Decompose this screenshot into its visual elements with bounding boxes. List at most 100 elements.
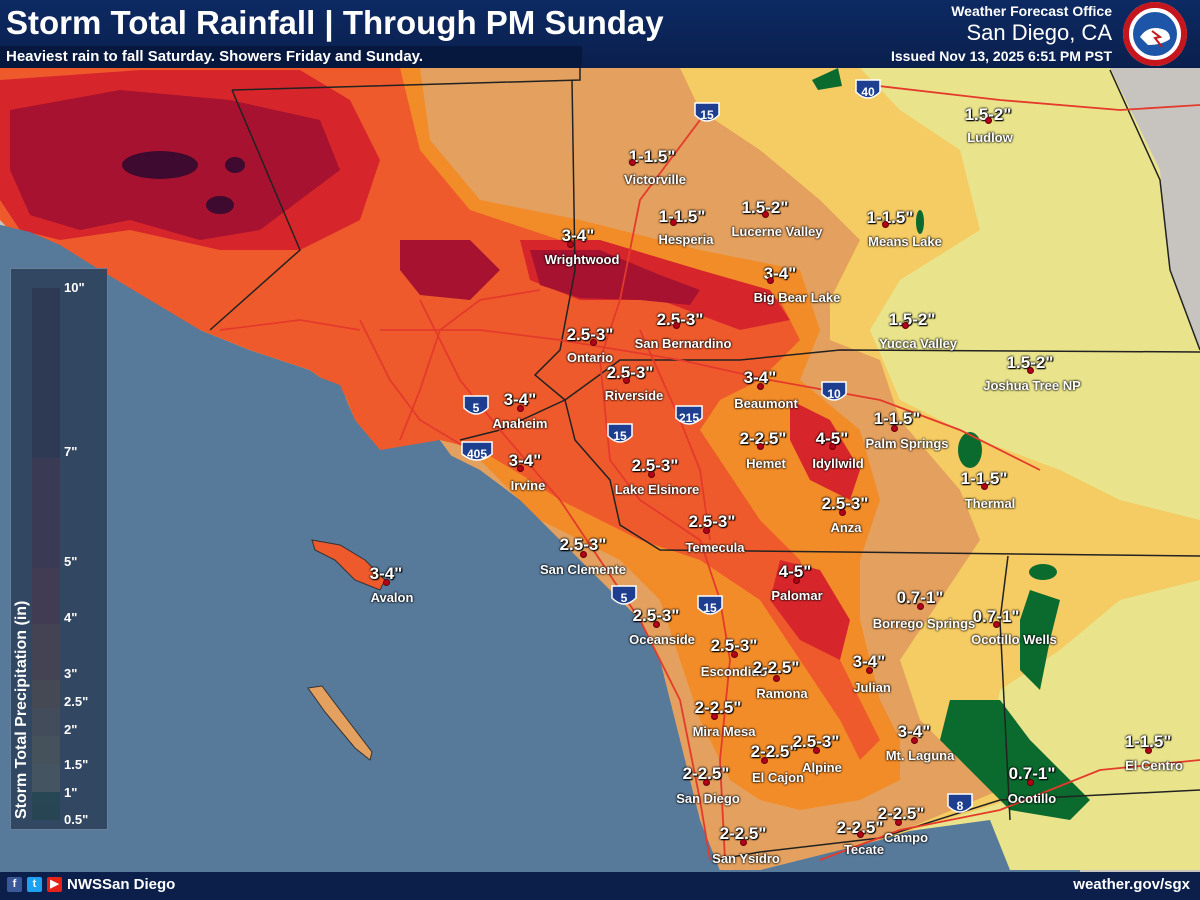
- city-marker: [911, 737, 918, 744]
- pacific-ocean: [0, 225, 715, 872]
- band-05in-ne: [812, 68, 842, 90]
- city-marker: [517, 465, 524, 472]
- band-5in-vc: [400, 240, 500, 300]
- office-location: San Diego, CA: [966, 20, 1112, 45]
- rainfall-amount: 1-1.5": [1124, 732, 1172, 751]
- city-name: San Ysidro: [712, 851, 780, 866]
- band-05in-pt: [958, 432, 982, 468]
- band-05in-salton: [1020, 590, 1060, 690]
- city-marker: [1027, 779, 1034, 786]
- city-marker: [993, 621, 1000, 628]
- city-marker: [985, 117, 992, 124]
- city-marker: [1027, 367, 1034, 374]
- legend-tick-label: 7": [64, 444, 78, 459]
- city-marker: [762, 211, 769, 218]
- city-marker: [623, 377, 630, 384]
- i10-shield: 10: [821, 381, 847, 401]
- city-name: Thermal: [964, 496, 1016, 511]
- city-name: Hemet: [746, 456, 786, 471]
- rainfall-amount: 2.5-3": [559, 535, 607, 554]
- rainfall-amount: 2-2.5": [682, 764, 730, 783]
- rainfall-amount: 1-1.5": [873, 409, 921, 428]
- band-05in-cl: [1029, 564, 1057, 580]
- i8-label: 8: [957, 799, 964, 813]
- rainfall-amount: 3-4": [743, 368, 777, 387]
- city-marker: [731, 651, 738, 658]
- city-name: Julian: [853, 680, 891, 695]
- city-name: Riverside: [604, 388, 664, 403]
- city-name: Means Lake: [868, 234, 942, 249]
- city-name: Ludlow: [967, 130, 1013, 145]
- city-name: Beaumont: [734, 396, 798, 411]
- i15-riverside-label: 15: [613, 429, 627, 443]
- i15-shield-sd: 15: [697, 595, 723, 615]
- website-link[interactable]: weather.gov/sgx: [1073, 876, 1190, 893]
- city-name: Escondido: [700, 664, 768, 679]
- i405-shield: 405: [461, 441, 493, 461]
- city-marker: [839, 509, 846, 516]
- social-handle[interactable]: NWSSan Diego: [67, 876, 176, 893]
- city-name: Joshua Tree NP: [983, 378, 1081, 393]
- map-title: Storm Total Rainfall | Through PM Sunday: [6, 4, 664, 41]
- city-marker: [580, 551, 587, 558]
- band-4in-idyll: [790, 400, 860, 500]
- facebook-icon[interactable]: f: [7, 877, 22, 892]
- i15-shield-riverside: 15: [607, 423, 633, 443]
- i405-label: 405: [467, 447, 487, 461]
- city-marker: [653, 621, 660, 628]
- city-name: Anza: [830, 520, 862, 535]
- city-marker: [767, 277, 774, 284]
- legend-tick-label: 2": [64, 722, 78, 737]
- city-name: Lucerne Valley: [731, 224, 823, 239]
- city-marker: [895, 819, 902, 826]
- rainfall-amount: 2.5-3": [606, 363, 654, 382]
- rainfall-amount: 1.5-2": [888, 310, 936, 329]
- city-marker: [917, 603, 924, 610]
- city-marker: [383, 579, 390, 586]
- i215-shield: 215: [675, 405, 703, 425]
- city-name: Victorville: [624, 172, 686, 187]
- rainfall-amount: 3-4": [508, 451, 542, 470]
- nws-logo-icon: [1123, 2, 1187, 66]
- i40-label: 40: [861, 85, 875, 99]
- city-name: Yucca Valley: [878, 336, 958, 351]
- city-marker: [857, 831, 864, 838]
- legend-tick-label: 4": [64, 610, 78, 625]
- rainfall-amount: 4-5": [778, 562, 812, 581]
- city-name: El Cajon: [751, 770, 805, 785]
- city-name: Ramona: [756, 686, 808, 701]
- rainfall-amount: 3-4": [897, 722, 931, 741]
- city-name: San Bernardino: [634, 336, 732, 351]
- i15-shield-north: 15: [694, 102, 720, 122]
- rainfall-amount: 4-5": [815, 429, 849, 448]
- youtube-icon[interactable]: ▶: [47, 877, 62, 892]
- band-7in-c: [206, 196, 234, 214]
- city-name: Irvine: [510, 478, 546, 493]
- city-marker: [757, 443, 764, 450]
- city-name: Ocotillo: [1007, 791, 1057, 806]
- rainfall-amount: 2.5-3": [566, 325, 614, 344]
- legend-tick-label: 10": [64, 280, 85, 295]
- rainfall-amount: 2-2.5": [752, 658, 800, 677]
- legend-tick-label: 1.5": [64, 757, 89, 772]
- city-marker: [757, 383, 764, 390]
- city-marker: [567, 241, 574, 248]
- i5-shield-sd: 5: [611, 585, 637, 605]
- rainfall-amount: 2-2.5": [694, 698, 742, 717]
- legend-title: Storm Total Precipitation (in): [13, 600, 30, 819]
- twitter-icon[interactable]: t: [27, 877, 42, 892]
- i8-shield: 8: [947, 793, 973, 813]
- city-name: El Centro: [1125, 758, 1183, 773]
- city-name: Tecate: [843, 842, 885, 857]
- rainfall-amount: 3-4": [503, 390, 537, 409]
- city-marker: [882, 221, 889, 228]
- office-block: Weather Forecast Office San Diego, CA Is…: [891, 3, 1112, 64]
- legend-tick-label: 1": [64, 785, 78, 800]
- i10-label: 10: [827, 387, 841, 401]
- city-marker: [866, 667, 873, 674]
- city-name: Mira Mesa: [692, 724, 756, 739]
- map-subtitle: Heaviest rain to fall Saturday. Showers …: [6, 48, 424, 65]
- rainfall-amount: 2-2.5": [719, 824, 767, 843]
- band-7in-a: [122, 151, 198, 179]
